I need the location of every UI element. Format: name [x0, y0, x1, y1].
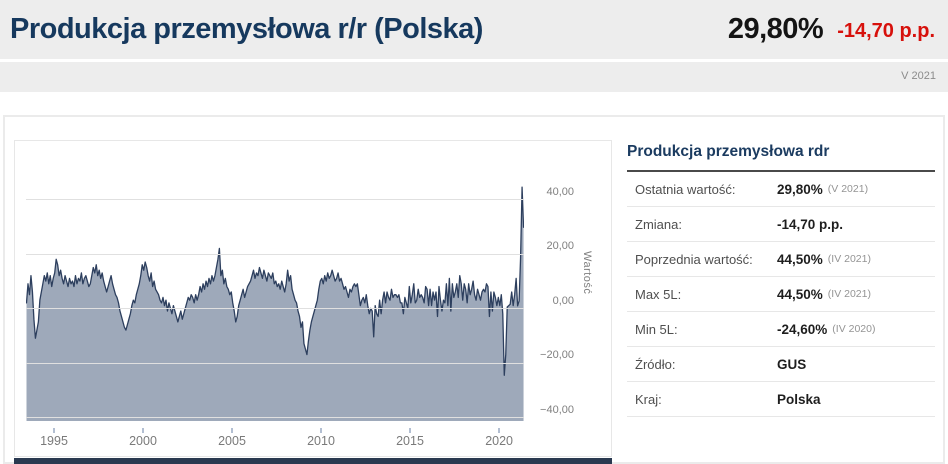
y-gridline — [26, 417, 524, 419]
header-current-value: 29,80% — [727, 13, 824, 45]
y-gridline — [26, 362, 524, 364]
stats-row: Max 5L: 44,50% (IV 2021) — [627, 277, 935, 312]
y-axis-label: 0,00 — [552, 294, 574, 307]
area-series — [26, 187, 524, 421]
period-band: V 2021 — [0, 62, 948, 92]
x-axis-tick — [320, 428, 322, 433]
y-axis-label: −40,00 — [540, 403, 574, 416]
y-axis-label: 40,00 — [546, 185, 574, 198]
x-axis-label: 1995 — [40, 434, 68, 448]
stat-note: (IV 2021) — [827, 288, 871, 300]
line-series — [26, 186, 524, 376]
stats-title: Produkcja przemysłowa rdr — [627, 143, 935, 172]
y-gridline — [26, 199, 524, 201]
page-title: Produkcja przemysłowa r/r (Polska) — [10, 13, 483, 45]
y-gridline — [26, 253, 524, 255]
stats-panel: Produkcja przemysłowa rdr Ostatnia warto… — [627, 143, 935, 417]
stat-label: Ostatnia wartość: — [635, 181, 736, 197]
stat-label: Min 5L: — [635, 321, 678, 337]
x-axis-label: 2015 — [396, 434, 424, 448]
stats-row: Poprzednia wartość: 44,50% (IV 2021) — [627, 242, 935, 277]
header-change-value: -14,70 p.p. — [837, 20, 935, 42]
stat-label: Max 5L: — [635, 286, 682, 302]
chart-panel: Wartość 40,00 20,00 0,00 −20,00 −40,00 1995 20… — [14, 140, 612, 457]
stat-value: 44,50% — [777, 251, 823, 267]
stat-note: (IV 2021) — [827, 253, 871, 265]
stats-row: Min 5L: -24,60% (IV 2020) — [627, 312, 935, 347]
x-axis-tick — [231, 428, 233, 433]
stat-value: -14,70 p.p. — [777, 216, 844, 232]
header-values: 29,80% -14,70 p.p. — [728, 0, 935, 59]
x-axis-tick — [142, 428, 144, 433]
y-gridline — [26, 308, 524, 310]
bottom-cropped-bar — [14, 458, 612, 464]
plot-area[interactable] — [26, 151, 524, 421]
y-axis-label: −20,00 — [540, 349, 574, 362]
header-band: Produkcja przemysłowa r/r (Polska) 29,80… — [0, 0, 948, 59]
period-label: V 2021 — [901, 70, 936, 82]
stat-value: Polska — [777, 391, 821, 407]
x-axis-label: 2010 — [307, 434, 335, 448]
stat-label: Kraj: — [635, 391, 662, 407]
x-axis-tick — [53, 428, 55, 433]
stats-row: Kraj: Polska — [627, 382, 935, 417]
x-axis-tick — [409, 428, 411, 433]
x-axis-label: 2000 — [129, 434, 157, 448]
stat-label: Poprzednia wartość: — [635, 251, 753, 267]
x-axis-tick — [498, 428, 501, 433]
stats-table: Ostatnia wartość: 29,80% (V 2021) Zmiana: -1… — [627, 172, 935, 417]
stat-note: (IV 2020) — [832, 323, 876, 335]
stat-value: GUS — [777, 356, 807, 372]
stats-row: Ostatnia wartość: 29,80% (V 2021) — [627, 172, 935, 207]
stat-label: Źródło: — [635, 356, 676, 372]
stat-note: (V 2021) — [827, 183, 869, 195]
x-axis-label: 2005 — [218, 434, 246, 448]
stat-value: 29,80% — [777, 181, 823, 197]
stats-row: Zmiana: -14,70 p.p. — [627, 207, 935, 242]
stat-label: Zmiana: — [635, 216, 682, 232]
stats-row: Źródło: GUS — [627, 347, 935, 382]
stat-value: 44,50% — [777, 286, 823, 302]
y-axis-title: Wartość — [581, 251, 593, 295]
y-axis-label: 20,00 — [546, 240, 574, 253]
x-axis-label: 2020 — [485, 434, 513, 448]
stat-value: -24,60% — [777, 321, 828, 337]
